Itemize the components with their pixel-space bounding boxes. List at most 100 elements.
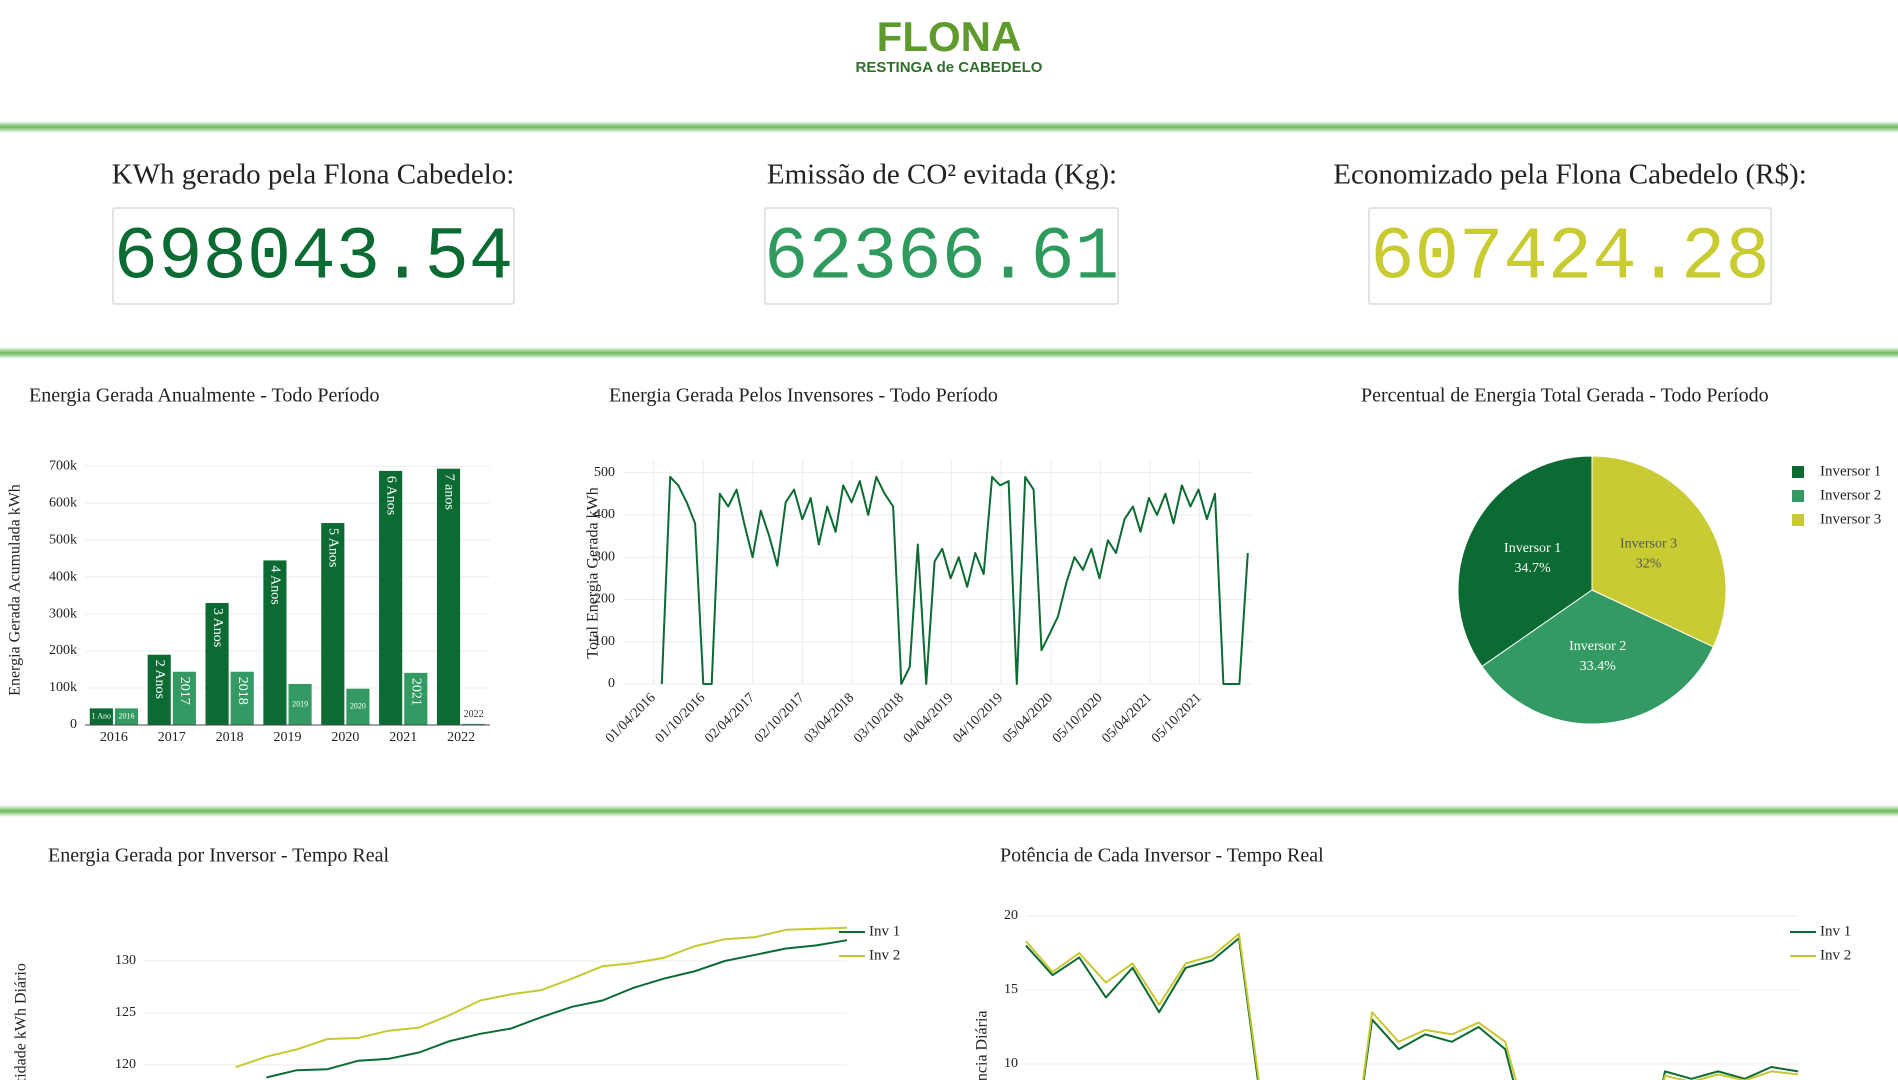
x-tick-label: 03/10/2018	[851, 690, 907, 746]
chart-title: Energia Gerada Anualmente - Todo Período	[29, 385, 380, 407]
x-tick-label: 01/10/2016	[653, 690, 709, 746]
y-tick-label: 400	[594, 507, 615, 522]
separator	[0, 121, 1898, 133]
y-tick-label: 0	[70, 717, 77, 732]
legend-swatch	[1792, 490, 1804, 502]
bar	[288, 683, 312, 725]
bar-label: 5 Anos	[326, 528, 341, 567]
bar-label: 2022	[464, 709, 484, 720]
y-tick-label: 200	[594, 592, 615, 607]
x-tick-label: 05/10/2020	[1050, 690, 1106, 746]
line-series	[266, 939, 848, 1079]
kpi-label: KWh gerado pela Flona Cabedelo:	[112, 159, 515, 191]
pie-slice	[1457, 455, 1593, 668]
y-axis-label: Quantidade kWh Diário	[13, 963, 30, 1080]
x-tick-label: 03/04/2018	[802, 690, 858, 746]
legend-label: Inv 1	[869, 923, 900, 939]
pie-slice	[1591, 455, 1727, 648]
kpi-box	[112, 207, 515, 305]
line-series	[1025, 932, 1799, 1080]
bar	[89, 708, 113, 725]
line-series	[235, 926, 848, 1069]
legend-label: Inversor 3	[1820, 511, 1881, 527]
x-tick-label: 02/10/2017	[752, 690, 808, 746]
x-tick-label: 05/04/2020	[1000, 690, 1056, 746]
y-axis-label: Total Energia Gerada kWh	[585, 487, 602, 658]
legend-label: Inv 1	[1820, 923, 1851, 939]
legend-label: Inversor 1	[1820, 463, 1881, 479]
x-tick-label: 2016	[100, 730, 128, 745]
bar-label: 2 Anos	[152, 660, 167, 699]
bar-label: 2019	[292, 699, 308, 708]
y-tick-label: 0	[608, 676, 615, 691]
bar-label: 2018	[235, 677, 250, 705]
x-tick-label: 04/10/2019	[950, 690, 1006, 746]
chart-title: Percentual de Energia Total Gerada - Tod…	[1361, 385, 1769, 407]
y-tick-label: 125	[115, 1005, 136, 1020]
bar-label: 3 Anos	[210, 608, 225, 647]
bar-label: 2020	[350, 702, 366, 711]
x-tick-label: 2019	[274, 730, 302, 745]
y-tick-label: 120	[115, 1057, 136, 1072]
bar-label: 4 Anos	[268, 565, 283, 604]
kpi-value: 607424.28	[1370, 217, 1770, 301]
chart-title: Energia Gerada por Inversor - Tempo Real	[48, 845, 390, 867]
chart-title: Energia Gerada Pelos Invensores - Todo P…	[609, 385, 998, 407]
y-tick-label: 400k	[49, 569, 77, 584]
kpi-label: Economizado pela Flona Cabedelo (R$):	[1333, 159, 1807, 191]
logo-subtitle: RESTINGA de CABEDELO	[856, 59, 1043, 76]
line-series	[1025, 937, 1799, 1080]
y-tick-label: 100	[594, 634, 615, 649]
bar-label: 2021	[409, 678, 424, 706]
legend-label: Inv 2	[1820, 947, 1851, 963]
pie-slice	[1481, 589, 1715, 725]
bar-label: 6 Anos	[383, 476, 398, 515]
pie-label: Inversor 2	[1569, 639, 1626, 654]
y-tick-label: 100k	[49, 680, 77, 695]
y-tick-label: 500	[594, 465, 615, 480]
pie-value-label: 33.4%	[1580, 659, 1617, 674]
y-tick-label: 700k	[49, 458, 77, 473]
legend-label: Inversor 2	[1820, 487, 1881, 503]
bar	[263, 560, 287, 725]
y-tick-label: 130	[115, 953, 136, 968]
kpi-value: 698043.54	[114, 217, 514, 301]
separator	[0, 347, 1898, 359]
bar	[205, 602, 229, 725]
bar	[462, 723, 486, 725]
y-tick-label: 10	[1004, 1056, 1018, 1071]
bar-label: 2017	[177, 677, 192, 705]
bar	[147, 654, 171, 725]
x-tick-label: 2018	[216, 730, 244, 745]
logo-title: FLONA	[877, 13, 1022, 60]
bar	[172, 671, 196, 725]
bar	[404, 672, 428, 725]
chart-title: Potência de Cada Inversor - Tempo Real	[1000, 845, 1324, 867]
bar	[114, 708, 139, 725]
legend-swatch	[1792, 514, 1804, 526]
bar	[321, 523, 345, 725]
bar	[346, 688, 370, 725]
bar	[230, 671, 254, 725]
bar-label: 1 Ano	[92, 712, 111, 721]
line-series	[660, 475, 1249, 685]
x-tick-label: 2022	[447, 730, 475, 745]
x-tick-label: 02/04/2017	[702, 690, 758, 746]
bar	[436, 468, 461, 725]
y-tick-label: 15	[1004, 982, 1018, 997]
y-tick-label: 500k	[49, 532, 77, 547]
x-tick-label: 05/04/2021	[1099, 690, 1155, 746]
kpi-box	[1368, 207, 1772, 305]
pie-label: Inversor 3	[1620, 536, 1677, 551]
kpi-label: Emissão de CO² evitada (Kg):	[767, 159, 1117, 191]
legend-swatch	[1792, 466, 1804, 478]
separator	[0, 805, 1898, 817]
kpi-value: 62366.61	[764, 217, 1119, 301]
y-axis-label: Energia Gerada Acumulada kWh	[7, 484, 24, 696]
bar-label: 2016	[119, 712, 135, 721]
y-tick-label: 20	[1004, 908, 1018, 923]
bar	[379, 470, 403, 725]
y-tick-label: 600k	[49, 495, 77, 510]
x-tick-label: 01/04/2016	[603, 690, 659, 746]
